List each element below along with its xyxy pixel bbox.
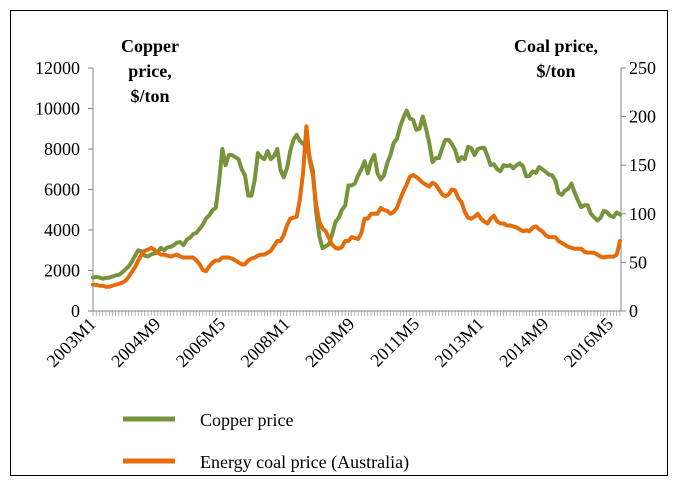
- y-tick-label: 8000: [44, 139, 80, 159]
- y2-tick-label: 150: [629, 155, 656, 175]
- y-tick-label: 2000: [44, 261, 80, 281]
- y-axis-title: $/ton: [130, 86, 169, 106]
- y-tick-label: 10000: [35, 99, 80, 119]
- series-line: [91, 124, 622, 289]
- legend-label: Copper price: [200, 410, 293, 430]
- y2-tick-label: 100: [629, 204, 656, 224]
- y2-tick-label: 50: [629, 252, 647, 272]
- y-axis-title: price,: [128, 61, 171, 81]
- y-axis-title: Copper: [121, 36, 179, 56]
- y-tick-label: 4000: [44, 220, 80, 240]
- y-tick-label: 0: [71, 301, 80, 321]
- legend-label: Energy coal price (Australia): [200, 452, 409, 473]
- y-tick-label: 6000: [44, 180, 80, 200]
- y2-axis-title: Coal price,: [514, 36, 598, 56]
- y2-tick-label: 250: [629, 58, 656, 78]
- y2-tick-label: 0: [629, 301, 638, 321]
- series-line: [91, 108, 622, 281]
- y2-tick-label: 200: [629, 107, 656, 127]
- y2-axis-title: $/ton: [536, 61, 575, 81]
- y-tick-label: 12000: [35, 58, 80, 78]
